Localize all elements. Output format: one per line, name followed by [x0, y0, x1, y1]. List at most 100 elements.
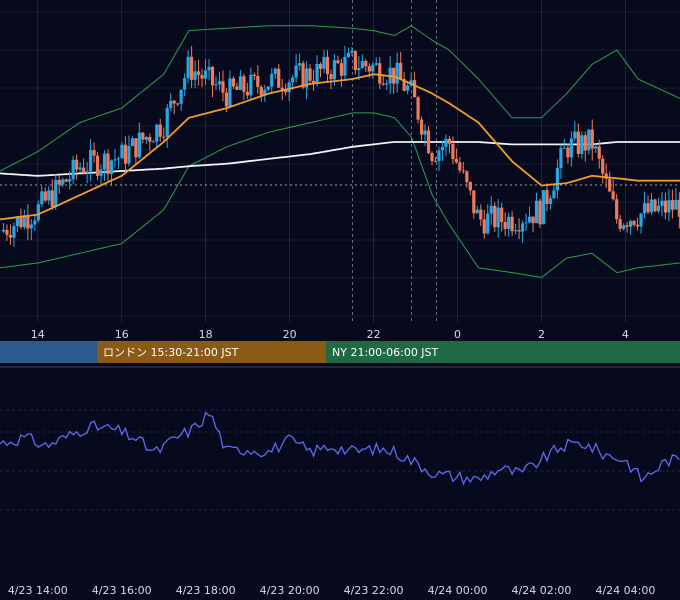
candle-down [670, 200, 675, 210]
candle-up [263, 89, 267, 96]
candle-down [75, 159, 79, 170]
candle-down [458, 162, 462, 171]
candle-down [329, 74, 333, 80]
candle-up [562, 147, 566, 149]
candle-down [493, 205, 497, 228]
candle-down [611, 191, 615, 200]
candle-down [141, 132, 145, 140]
candle-up [475, 209, 479, 214]
candle-down [196, 71, 201, 75]
candle-up [507, 216, 511, 229]
candle-down [162, 136, 166, 138]
candle-down [190, 56, 194, 80]
candle-down [64, 179, 68, 182]
candle-up [444, 138, 448, 147]
candle-up [266, 86, 270, 90]
candle-down [625, 225, 629, 227]
candle-up [520, 223, 525, 232]
candle-up [298, 63, 302, 66]
candle-up [47, 190, 51, 201]
candle-down [479, 209, 483, 220]
candle-up [541, 190, 546, 225]
candle-up [489, 205, 493, 214]
candle-down [256, 75, 260, 87]
candle-up [207, 66, 211, 71]
candle-down [311, 80, 316, 84]
candle-down [158, 124, 162, 137]
candle-up [437, 150, 441, 162]
price-x-tick-label: 22 [367, 328, 381, 341]
candle-up [29, 224, 33, 229]
candle-down [339, 63, 344, 76]
candle-up [346, 52, 350, 57]
candle-down [618, 219, 622, 229]
candle-down [503, 221, 507, 229]
candle-down [576, 131, 580, 154]
candle-down [468, 182, 472, 191]
candle-up [116, 158, 121, 160]
candle-up [573, 131, 577, 139]
candle-down [277, 68, 281, 88]
candle-down [482, 219, 486, 234]
candle-down [402, 79, 406, 91]
candle-up [15, 216, 20, 227]
candle-down [472, 190, 476, 214]
candle-up [486, 213, 490, 234]
candle-down [176, 103, 180, 105]
candle-up [622, 225, 626, 229]
candle-up [594, 146, 598, 149]
candle-up [569, 138, 573, 158]
candle-up [33, 220, 37, 225]
candle-up [203, 70, 208, 79]
candle-down [517, 230, 521, 232]
candle-down [433, 161, 438, 163]
candle-up [120, 144, 124, 159]
candle-up [322, 56, 326, 69]
candle-up [514, 230, 518, 232]
candle-down [5, 229, 9, 235]
candle-up [36, 204, 40, 221]
candle-down [416, 97, 420, 120]
candle-down [604, 173, 608, 179]
osc-x-tick-label: 4/23 16:00 [92, 584, 152, 597]
candle-up [127, 146, 131, 164]
candle-up [217, 81, 222, 85]
session-label: NY 21:00-06:00 JST [332, 346, 439, 359]
candle-down [123, 144, 128, 164]
candle-up [40, 191, 44, 205]
candle-down [224, 92, 229, 107]
price-x-tick-label: 18 [199, 328, 213, 341]
candle-up [12, 226, 16, 238]
candle-down [590, 129, 594, 149]
osc-x-tick-label: 4/23 20:00 [260, 584, 320, 597]
candle-up [22, 215, 26, 228]
candle-down [545, 190, 549, 204]
candle-down [221, 81, 225, 93]
candle-up [88, 150, 93, 172]
candle-down [148, 136, 152, 142]
candle-up [496, 207, 500, 228]
candle-up [642, 203, 647, 214]
candle-up [343, 56, 347, 76]
candle-up [374, 63, 378, 65]
osc-x-tick-label: 4/23 14:00 [8, 584, 68, 597]
candle-up [130, 138, 134, 147]
candle-up [183, 78, 187, 90]
candle-down [608, 178, 612, 192]
osc-x-tick-label: 4/24 00:00 [428, 584, 488, 597]
candle-down [19, 216, 23, 228]
candle-down [597, 146, 601, 159]
candle-up [423, 130, 427, 135]
candle-up [273, 68, 277, 74]
candle-up [214, 84, 218, 86]
candle-up [580, 135, 584, 154]
candle-down [566, 147, 570, 158]
candle-up [137, 132, 141, 158]
candle-up [315, 63, 319, 84]
candle-down [95, 155, 100, 176]
oscillator-line [0, 411, 680, 486]
candle-down [677, 199, 680, 217]
session-segment [0, 341, 97, 363]
